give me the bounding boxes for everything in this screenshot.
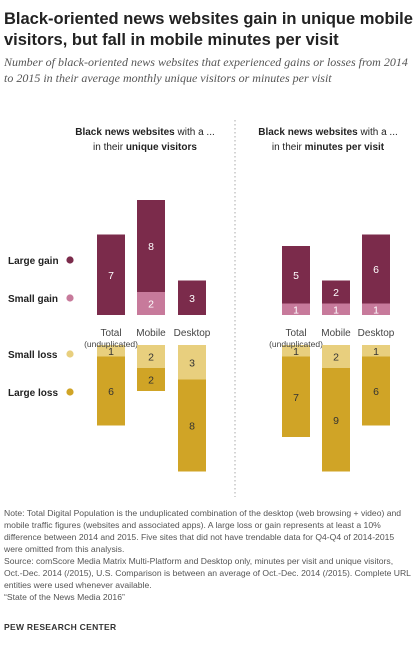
bar-label-large-loss-desktop: 8	[189, 421, 195, 433]
bar-large-loss-desktop	[178, 379, 206, 472]
category-label-mobile: Mobile	[321, 328, 351, 339]
category-label-desktop: Desktop	[174, 328, 211, 339]
bar-label-small-gain-total: 1	[293, 304, 299, 316]
bar-label-large-loss-mobile: 9	[333, 415, 339, 427]
source-text: Source: comScore Media Matrix Multi-Plat…	[4, 556, 411, 590]
bar-label-small-gain-mobile: 1	[333, 304, 339, 316]
bar-large-gain-desktop	[178, 280, 206, 315]
org-credit: PEW RESEARCH CENTER	[4, 622, 117, 632]
bar-label-small-loss-desktop: 3	[189, 357, 195, 369]
bar-large-gain-total	[97, 234, 125, 315]
panel-header-unique-visitors: Black news websites with a ... in their …	[60, 125, 230, 155]
bar-label-large-gain-total: 5	[293, 270, 299, 282]
report-text: “State of the News Media 2016”	[4, 592, 125, 602]
legend-label-large-gain: Large gain	[8, 256, 59, 267]
category-label-desktop: Desktop	[358, 328, 395, 339]
bar-label-small-loss-mobile: 2	[148, 352, 154, 364]
bar-small-loss-mobile	[322, 345, 350, 368]
bar-large-loss-mobile	[322, 368, 350, 472]
bar-large-loss-mobile	[137, 368, 165, 391]
bar-label-large-loss-mobile: 2	[148, 375, 154, 387]
chart-subtitle: Number of black-oriented news websites t…	[4, 55, 408, 85]
bar-label-small-gain-desktop: 1	[373, 304, 379, 316]
bar-label-large-loss-desktop: 6	[373, 386, 379, 398]
chart-title: Black-oriented news websites gain in uni…	[4, 10, 413, 49]
legend-swatch-small-gain	[66, 294, 74, 302]
bar-label-small-gain-mobile: 2	[148, 299, 154, 311]
panel-header-line2: in their minutes per visit	[271, 142, 385, 153]
bar-label-small-loss-mobile: 2	[333, 352, 339, 364]
bar-small-loss-desktop	[178, 345, 206, 380]
panel-header-line1: Black news websites with a ...	[258, 127, 398, 138]
panel-header-line1: Black news websites with a ...	[75, 127, 215, 138]
bar-label-large-gain-total: 7	[108, 270, 114, 282]
bar-label-large-gain-desktop: 6	[373, 264, 379, 276]
legend-swatch-large-gain	[66, 256, 74, 264]
bar-large-loss-total	[97, 356, 125, 426]
bar-small-gain-mobile	[137, 292, 165, 315]
category-sublabel-total: (unduplicated)	[84, 339, 138, 349]
bar-large-gain-mobile	[322, 280, 350, 304]
legend-swatch-large-loss	[66, 388, 74, 396]
bar-label-large-gain-desktop: 3	[189, 293, 195, 305]
bar-large-gain-desktop	[362, 234, 390, 304]
bar-label-small-loss-total: 1	[108, 346, 114, 358]
bar-label-small-loss-total: 1	[293, 346, 299, 358]
chart-note: Note: Total Digital Population is the un…	[4, 507, 414, 603]
bar-large-loss-desktop	[362, 356, 390, 426]
bar-large-loss-total	[282, 356, 310, 437]
bar-label-large-loss-total: 6	[108, 386, 114, 398]
bar-large-gain-total	[282, 246, 310, 304]
bar-small-gain-total	[282, 303, 310, 315]
legend-label-large-loss: Large loss	[8, 388, 58, 399]
bar-small-loss-total	[282, 345, 310, 357]
bar-label-small-loss-desktop: 1	[373, 346, 379, 358]
category-sublabel-total: (unduplicated)	[269, 339, 323, 349]
bar-small-gain-mobile	[322, 303, 350, 315]
legend-swatch-small-loss	[66, 350, 74, 358]
legend-label-small-gain: Small gain	[8, 294, 58, 305]
note-text: Note: Total Digital Population is the un…	[4, 508, 402, 554]
category-label-mobile: Mobile	[136, 328, 166, 339]
bar-label-large-loss-total: 7	[293, 392, 299, 404]
legend-label-small-loss: Small loss	[8, 350, 58, 361]
bar-label-large-gain-mobile: 2	[333, 287, 339, 299]
category-label-total: Total	[285, 328, 306, 339]
bar-label-large-gain-mobile: 8	[148, 241, 154, 253]
panel-header-minutes-per-visit: Black news websites with a ... in their …	[243, 125, 413, 155]
bar-large-gain-mobile	[137, 200, 165, 292]
category-label-total: Total	[100, 328, 121, 339]
bar-small-loss-desktop	[362, 345, 390, 357]
bar-small-loss-total	[97, 345, 125, 357]
panel-header-line2: in their unique visitors	[93, 142, 197, 153]
bar-small-gain-desktop	[362, 303, 390, 315]
bar-small-loss-mobile	[137, 345, 165, 368]
